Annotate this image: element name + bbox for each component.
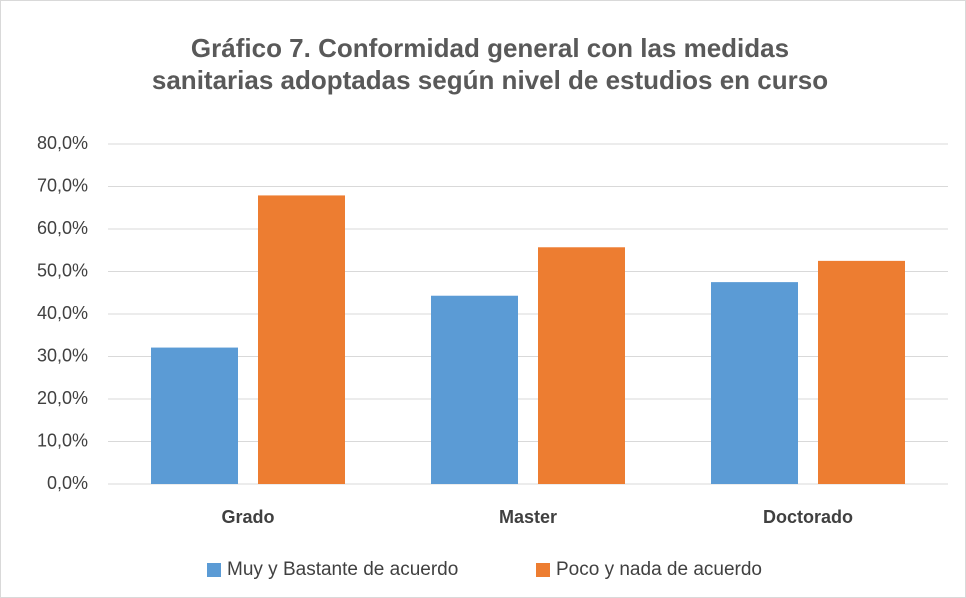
bar	[431, 295, 518, 484]
y-tick-label: 50,0%	[37, 260, 88, 280]
y-tick-label: 70,0%	[37, 175, 88, 195]
bar	[538, 247, 625, 484]
y-tick-label: 10,0%	[37, 430, 88, 450]
bar	[258, 195, 345, 485]
legend-label: Poco y nada de acuerdo	[556, 559, 762, 580]
y-tick-label: 60,0%	[37, 218, 88, 238]
legend-swatch	[536, 563, 550, 577]
y-tick-label: 40,0%	[37, 303, 88, 323]
y-tick-label: 20,0%	[37, 388, 88, 408]
legend-swatch	[207, 563, 221, 577]
x-tick-label: Master	[499, 507, 557, 527]
bar	[711, 282, 798, 484]
y-tick-label: 80,0%	[37, 133, 88, 153]
y-tick-label: 30,0%	[37, 345, 88, 365]
bar	[151, 347, 238, 484]
chart-title: sanitarias adoptadas según nivel de estu…	[152, 65, 828, 95]
bar	[818, 260, 905, 484]
x-tick-label: Grado	[221, 507, 274, 527]
legend-label: Muy y Bastante de acuerdo	[227, 559, 458, 580]
chart-title: Gráfico 7. Conformidad general con las m…	[191, 33, 789, 63]
y-tick-label: 0,0%	[47, 473, 88, 493]
x-tick-label: Doctorado	[763, 507, 853, 527]
